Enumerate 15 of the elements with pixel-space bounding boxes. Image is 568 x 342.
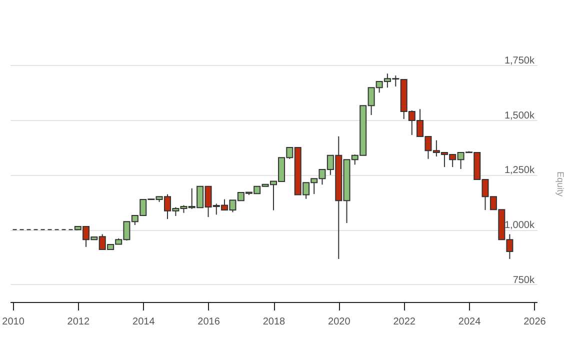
x-tick-label: 2010 <box>2 316 25 328</box>
x-tick-label: 2012 <box>67 316 90 328</box>
x-tick-label: 2020 <box>328 316 351 328</box>
x-tick-label: 2022 <box>393 316 416 328</box>
x-tick-label: 2026 <box>524 316 546 328</box>
x-tick-label: 2016 <box>198 316 220 328</box>
y-tick-label: 1,750k <box>504 56 536 66</box>
y-tick-label: 1,000k <box>504 220 536 232</box>
y-tick-label: 1,250k <box>504 165 536 176</box>
x-tick-label: 2018 <box>262 316 286 328</box>
x-tick-label: 2024 <box>458 316 482 328</box>
y-tick-label: 1,500k <box>504 110 536 122</box>
y-tick-label: 750k <box>512 274 536 286</box>
x-tick-label: 2014 <box>132 316 156 328</box>
y-axis-title: Equity <box>556 171 566 198</box>
